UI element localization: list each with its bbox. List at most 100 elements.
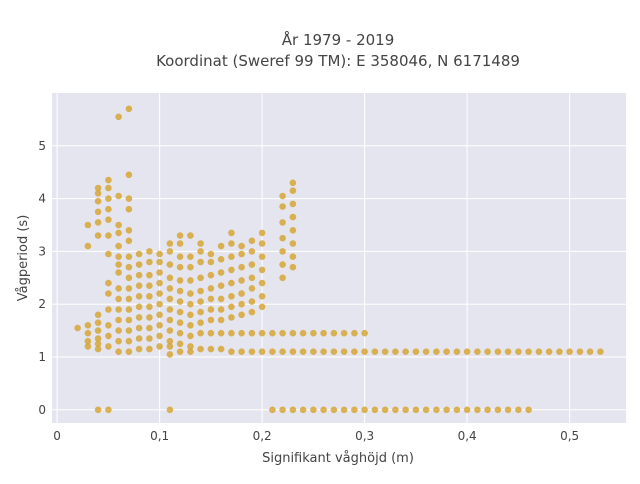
data-point <box>84 343 92 350</box>
data-point <box>125 295 133 303</box>
data-point <box>484 348 491 356</box>
data-point <box>248 274 256 282</box>
x-tick-label: 0,5 <box>560 429 579 443</box>
data-point <box>289 329 297 337</box>
data-point <box>187 343 194 350</box>
data-point <box>248 237 256 245</box>
data-point <box>340 348 348 356</box>
data-point <box>125 274 133 282</box>
data-point <box>125 205 133 213</box>
data-point <box>207 271 215 279</box>
data-point <box>105 232 112 239</box>
data-point <box>310 406 317 414</box>
data-point <box>238 263 245 271</box>
data-point <box>197 287 204 295</box>
data-point <box>115 327 122 334</box>
data-point <box>94 311 102 319</box>
data-point <box>187 253 194 260</box>
data-point <box>361 406 368 414</box>
data-point <box>156 332 163 340</box>
data-point <box>197 345 204 353</box>
data-point <box>135 250 143 258</box>
data-point <box>146 303 153 311</box>
data-point <box>299 406 307 414</box>
data-point <box>176 253 184 260</box>
data-point <box>248 329 256 337</box>
data-point <box>289 348 297 356</box>
data-point <box>156 300 163 308</box>
data-point <box>494 406 502 414</box>
data-point <box>125 171 133 179</box>
data-point <box>422 348 430 356</box>
data-point <box>494 348 502 356</box>
data-point <box>105 343 112 350</box>
x-tick-label: 0,3 <box>355 429 374 443</box>
data-point <box>166 406 174 414</box>
data-point <box>115 306 122 313</box>
data-point <box>166 248 174 255</box>
data-point <box>135 282 143 290</box>
data-point <box>176 287 184 295</box>
plot-background <box>52 93 626 423</box>
data-point <box>422 406 430 414</box>
data-point <box>146 293 153 300</box>
data-point <box>146 314 153 321</box>
data-point <box>135 335 143 342</box>
data-point <box>248 348 256 356</box>
data-point <box>176 308 184 316</box>
data-point <box>412 348 420 356</box>
data-point <box>289 227 297 234</box>
data-point <box>105 306 112 313</box>
data-point <box>125 105 133 113</box>
data-point <box>125 348 133 356</box>
data-point <box>125 337 133 345</box>
data-point <box>135 271 143 279</box>
data-point <box>238 300 245 308</box>
data-point <box>330 348 338 356</box>
data-point <box>156 269 163 276</box>
data-point <box>217 345 225 353</box>
data-point <box>217 316 225 324</box>
y-axis-ticks: 0 1 2 3 4 5 <box>38 139 46 417</box>
data-point <box>94 219 102 226</box>
data-point <box>392 348 399 356</box>
data-point <box>146 335 153 342</box>
data-point <box>197 298 204 305</box>
data-point <box>176 340 184 348</box>
data-point <box>289 200 297 208</box>
data-point <box>258 240 266 247</box>
data-point <box>310 348 317 356</box>
data-point <box>504 348 512 356</box>
data-point <box>94 232 102 239</box>
data-point <box>166 337 174 345</box>
data-point <box>248 298 256 305</box>
data-point <box>340 329 348 337</box>
data-point <box>289 240 297 247</box>
data-point <box>443 348 450 356</box>
x-axis-title: Signifikant våghöjd (m) <box>262 451 414 466</box>
data-point <box>258 348 266 356</box>
chart-title-line2: Koordinat (Sweref 99 TM): E 358046, N 61… <box>156 52 520 70</box>
data-point <box>299 329 307 337</box>
data-point <box>504 406 512 414</box>
data-point <box>94 327 102 334</box>
data-point <box>258 329 266 337</box>
data-point <box>84 329 92 337</box>
data-point <box>156 250 163 258</box>
data-point <box>156 290 163 297</box>
data-point <box>105 290 112 297</box>
data-point <box>228 329 235 337</box>
data-point <box>156 343 163 350</box>
data-point <box>115 269 122 276</box>
data-point <box>443 406 450 414</box>
data-point <box>125 306 133 313</box>
data-point <box>84 322 92 329</box>
data-point <box>402 348 409 356</box>
data-point <box>207 250 215 258</box>
data-point <box>156 311 163 319</box>
data-point <box>197 248 204 255</box>
y-tick-label: 3 <box>38 244 46 258</box>
data-point <box>125 237 133 245</box>
data-point <box>217 269 225 276</box>
data-point <box>258 303 266 311</box>
